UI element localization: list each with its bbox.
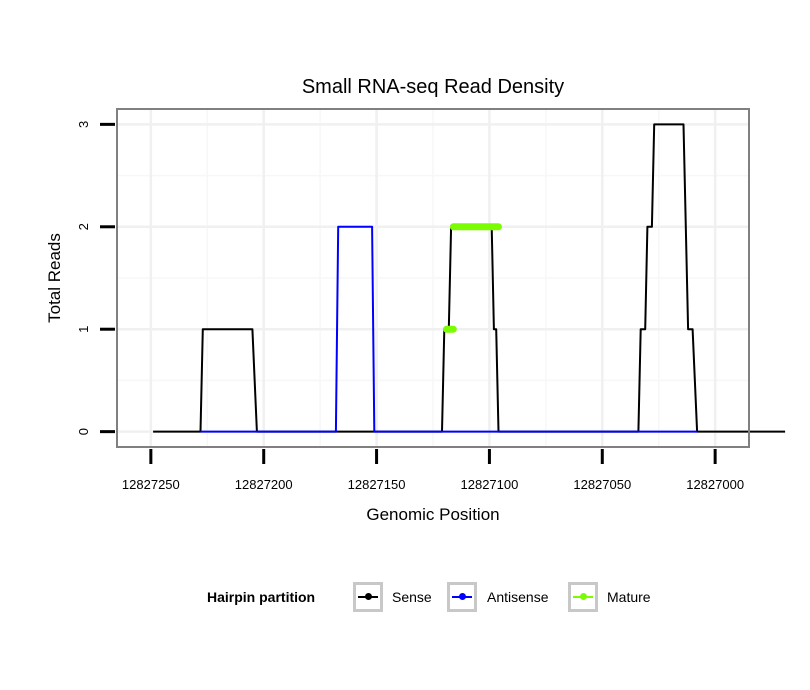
y-tick-label: 1 [76,326,91,333]
legend-label-mature: Mature [607,589,651,605]
x-tick-label: 12827050 [573,477,631,492]
legend-key-mature-dot [580,593,587,600]
x-tick-label: 12827100 [461,477,519,492]
legend: Hairpin partition Sense Antisense Mature [0,578,810,618]
legend-key-antisense-dot [459,593,466,600]
legend-label-antisense: Antisense [487,589,548,605]
x-tick-label: 12827150 [348,477,406,492]
legend-title: Hairpin partition [207,589,315,605]
y-axis-title: Total Reads [45,233,64,323]
legend-key-sense [353,582,383,612]
y-tick-label: 0 [76,428,91,435]
chart-title: Small RNA-seq Read Density [302,76,564,98]
y-tick-label: 2 [76,223,91,230]
x-tick-label: 12827200 [235,477,293,492]
x-tick-label: 12827000 [686,477,744,492]
x-axis: 12827250 12827200 12827150 12827100 12827050… [122,449,744,492]
read-density-chart: 12827250 12827200 12827150 12827100 12827050… [0,0,810,578]
x-axis-title: Genomic Position [366,505,499,524]
legend-label-sense: Sense [392,589,432,605]
legend-key-antisense [447,582,477,612]
legend-key-sense-dot [365,593,372,600]
legend-key-mature [568,582,598,612]
y-tick-label: 3 [76,121,91,128]
y-axis: 0 1 2 3 [76,121,115,436]
x-tick-label: 12827250 [122,477,180,492]
